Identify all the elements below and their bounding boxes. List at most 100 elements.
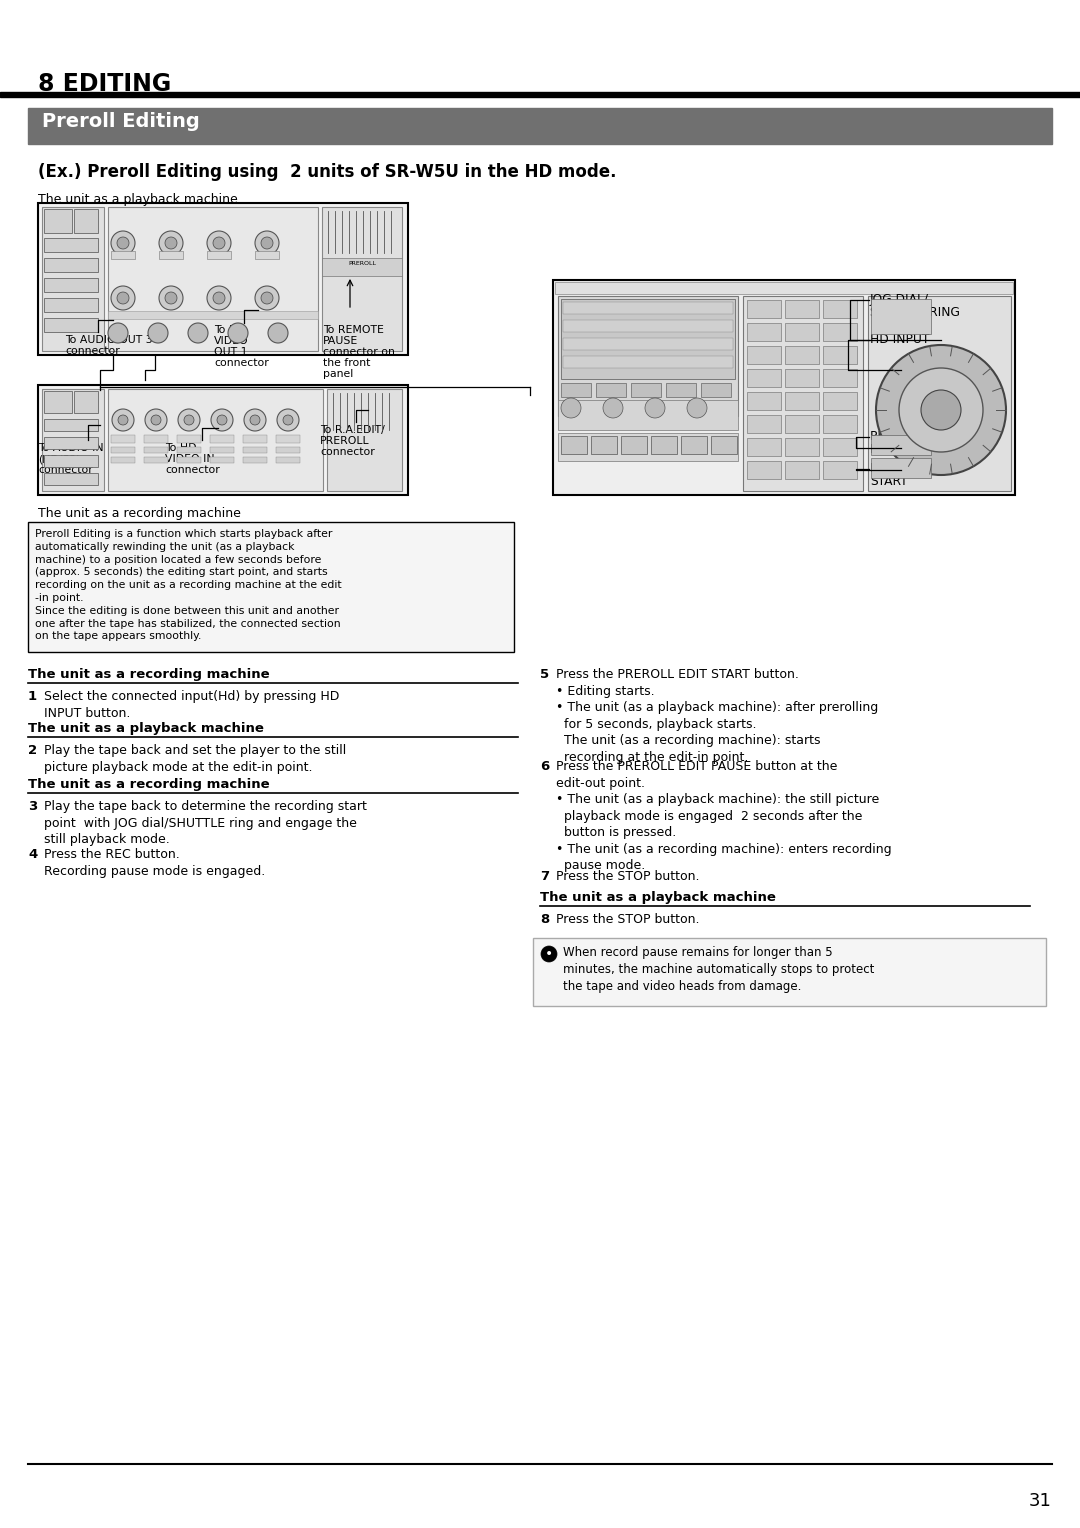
Text: The unit as a playback machine: The unit as a playback machine — [28, 723, 264, 735]
Circle shape — [283, 416, 293, 425]
Text: Press the STOP button.: Press the STOP button. — [556, 869, 700, 883]
Bar — [591, 435, 617, 454]
Text: To HD: To HD — [214, 325, 245, 335]
Bar — [823, 345, 858, 364]
Text: 8 EDITING: 8 EDITING — [38, 72, 172, 96]
Text: 1: 1 — [28, 691, 37, 703]
Bar — [563, 319, 733, 332]
Bar — [823, 299, 858, 318]
Text: VIDEO IN: VIDEO IN — [165, 454, 215, 465]
Bar — [785, 393, 819, 410]
Bar — [747, 345, 781, 364]
Bar — [553, 280, 1015, 495]
Text: PAUSE: PAUSE — [870, 443, 909, 455]
Bar — [701, 384, 731, 397]
Text: (Ex.) Preroll Editing using  2 units of SR-W5U in the HD mode.: (Ex.) Preroll Editing using 2 units of S… — [38, 163, 617, 180]
Bar — [44, 278, 98, 292]
Text: PAUSE: PAUSE — [323, 336, 359, 345]
Text: 3: 3 — [28, 801, 37, 813]
Text: To R.A.EDIT/: To R.A.EDIT/ — [320, 425, 384, 435]
Bar — [651, 435, 677, 454]
Text: To AUDIO OUT 3: To AUDIO OUT 3 — [65, 335, 152, 345]
Circle shape — [603, 397, 623, 419]
Bar — [870, 435, 931, 455]
Bar — [747, 368, 781, 387]
Text: HD INPUT: HD INPUT — [870, 333, 930, 345]
Bar — [711, 435, 737, 454]
Text: The unit as a playback machine: The unit as a playback machine — [38, 193, 238, 206]
Text: The unit as a recording machine: The unit as a recording machine — [28, 668, 270, 681]
Bar — [743, 296, 863, 490]
Text: To HD: To HD — [165, 443, 197, 452]
Circle shape — [159, 286, 183, 310]
Bar — [631, 384, 661, 397]
Bar — [44, 437, 98, 449]
Text: Press the REC button.
Recording pause mode is engaged.: Press the REC button. Recording pause mo… — [44, 848, 266, 877]
Bar — [563, 338, 733, 350]
Bar — [561, 384, 591, 397]
Circle shape — [207, 286, 231, 310]
Circle shape — [213, 237, 225, 249]
Bar — [44, 238, 98, 252]
Circle shape — [249, 416, 260, 425]
Circle shape — [165, 237, 177, 249]
Text: connector: connector — [65, 345, 120, 356]
Text: connector: connector — [214, 358, 269, 368]
Circle shape — [117, 292, 129, 304]
Text: Press the PREROLL EDIT START button.
• Editing starts.
• The unit (as a playback: Press the PREROLL EDIT START button. • E… — [556, 668, 878, 764]
Circle shape — [645, 397, 665, 419]
Circle shape — [118, 416, 129, 425]
Text: VIDEO: VIDEO — [214, 336, 248, 345]
Text: SHUTTLE RING: SHUTTLE RING — [870, 306, 960, 319]
Bar — [785, 322, 819, 341]
Bar — [243, 435, 267, 443]
Bar — [255, 251, 279, 260]
Bar — [144, 448, 168, 452]
Bar — [210, 448, 234, 452]
Bar — [555, 283, 1013, 293]
Text: •: • — [545, 947, 553, 961]
Circle shape — [687, 397, 707, 419]
Text: PREROLL: PREROLL — [348, 261, 376, 266]
Bar — [28, 108, 1052, 144]
Text: connector on: connector on — [323, 347, 395, 358]
Circle shape — [207, 231, 231, 255]
Circle shape — [876, 345, 1005, 475]
Bar — [558, 296, 738, 416]
Circle shape — [261, 237, 273, 249]
Bar — [747, 322, 781, 341]
Bar — [823, 368, 858, 387]
Text: connector: connector — [38, 465, 93, 475]
Bar — [747, 439, 781, 455]
Circle shape — [255, 231, 279, 255]
Bar — [785, 461, 819, 478]
Bar — [0, 92, 1080, 96]
Bar — [44, 474, 98, 484]
Text: 7: 7 — [540, 869, 549, 883]
Circle shape — [899, 368, 983, 452]
Circle shape — [255, 286, 279, 310]
Circle shape — [261, 292, 273, 304]
Bar — [868, 296, 1011, 490]
Text: The unit as a recording machine: The unit as a recording machine — [38, 507, 241, 520]
Text: JOG DIAL/: JOG DIAL/ — [870, 293, 929, 306]
Circle shape — [148, 322, 168, 342]
Bar — [785, 439, 819, 455]
Text: PREROLL: PREROLL — [320, 435, 369, 446]
Text: Play the tape back and set the player to the still
picture playback mode at the : Play the tape back and set the player to… — [44, 744, 347, 773]
Text: Press the STOP button.: Press the STOP button. — [556, 914, 700, 926]
Text: the front: the front — [323, 358, 370, 368]
Bar — [870, 458, 931, 478]
Circle shape — [151, 416, 161, 425]
Bar — [681, 435, 707, 454]
Bar — [42, 206, 104, 351]
Text: Play the tape back to determine the recording start
point  with JOG dial/SHUTTLE: Play the tape back to determine the reco… — [44, 801, 367, 847]
Bar — [144, 435, 168, 443]
Circle shape — [561, 397, 581, 419]
Bar — [276, 448, 300, 452]
Circle shape — [541, 946, 557, 963]
Circle shape — [188, 322, 208, 342]
Bar — [785, 299, 819, 318]
Bar — [177, 457, 201, 463]
Text: OUT 1: OUT 1 — [214, 347, 247, 358]
